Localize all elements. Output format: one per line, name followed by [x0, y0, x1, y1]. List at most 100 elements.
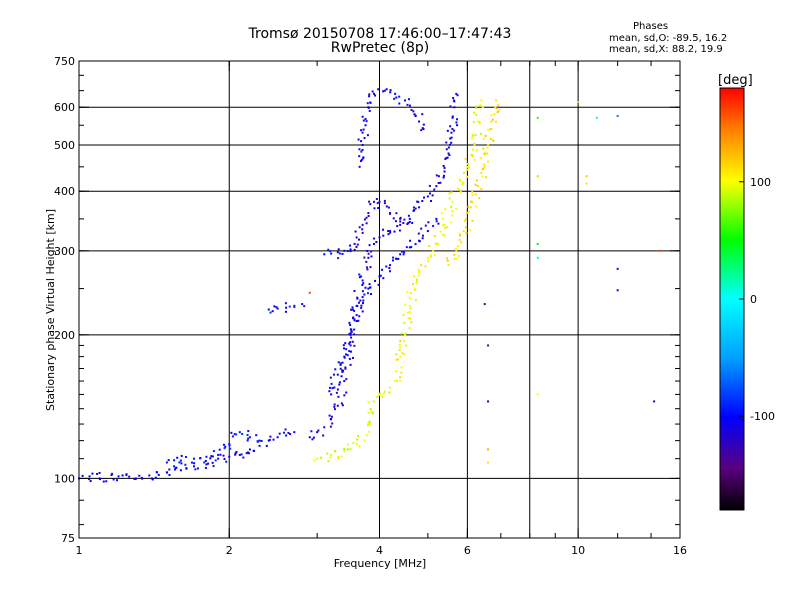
- trace-fill-mark: [403, 218, 406, 221]
- trace-fill-mark: [363, 137, 366, 140]
- trace-point-mark: [435, 217, 438, 220]
- trace-point-mark: [349, 344, 352, 347]
- trace-fill-mark: [449, 125, 452, 128]
- trace-fill-mark: [349, 332, 352, 335]
- trace-fill-mark: [371, 411, 374, 414]
- trace-point-mark: [258, 439, 261, 442]
- trace-point-mark: [285, 434, 288, 437]
- trace-point-mark: [394, 92, 397, 95]
- trace-fill-mark: [157, 473, 160, 476]
- trace-fill-mark: [482, 166, 485, 169]
- trace-fill-mark: [265, 444, 268, 447]
- trace-fill-mark: [247, 430, 250, 433]
- trace-fill-mark: [482, 147, 485, 150]
- trace-fill-mark: [133, 477, 136, 480]
- trace-fill-mark: [433, 234, 436, 237]
- trace-fill-mark: [358, 155, 361, 158]
- trace-point-mark: [418, 206, 421, 209]
- trace-fill-mark: [214, 459, 217, 462]
- trace-point: [308, 430, 315, 441]
- trace-fill-mark: [365, 120, 368, 123]
- trace-fill-mark: [408, 98, 411, 101]
- trace-point: [323, 415, 334, 429]
- scattered-point: [536, 256, 539, 259]
- trace-fill-mark: [370, 293, 373, 296]
- trace-fill-mark: [367, 421, 370, 424]
- trace-fill-mark: [474, 134, 477, 137]
- trace-fill-mark: [349, 323, 352, 326]
- trace-fill-mark: [467, 205, 470, 208]
- trace-point: [411, 274, 420, 290]
- trace-fill-mark: [389, 212, 392, 215]
- trace-fill-mark: [322, 434, 325, 437]
- trace-point: [367, 401, 374, 426]
- trace-fill-mark: [196, 467, 199, 470]
- trace-point-mark: [480, 99, 483, 102]
- trace-point: [367, 274, 382, 290]
- trace-fill-mark: [414, 207, 417, 210]
- trace-point-mark: [343, 380, 346, 383]
- trace-point-mark: [383, 390, 386, 393]
- trace-fill-mark: [333, 405, 336, 408]
- trace-fill-mark: [406, 291, 409, 294]
- trace-fill-mark: [229, 447, 232, 450]
- trace-fill-mark: [423, 196, 426, 199]
- trace-point-mark: [301, 303, 304, 306]
- trace-fill-mark: [219, 453, 222, 456]
- trace-fill-mark: [339, 367, 342, 370]
- trace-fill-mark: [490, 114, 493, 117]
- trace-fill-mark: [361, 231, 364, 234]
- trace-fill-mark: [412, 206, 415, 209]
- trace-fill-mark: [455, 207, 458, 210]
- trace-point-mark: [228, 443, 231, 446]
- trace-fill-mark: [435, 174, 438, 177]
- trace-fill-mark: [452, 96, 455, 99]
- trace-point-mark: [316, 457, 319, 460]
- trace-fill-mark: [327, 248, 330, 251]
- trace-point-mark: [455, 92, 458, 95]
- trace-fill-mark: [461, 183, 464, 186]
- trace-fill-mark: [459, 190, 462, 193]
- trace-fill-mark: [467, 166, 470, 169]
- trace-fill-mark: [340, 402, 343, 405]
- trace-fill-mark: [399, 216, 402, 219]
- trace-fill-mark: [410, 292, 413, 295]
- trace-fill-mark: [429, 255, 432, 258]
- trace-fill-mark: [497, 104, 500, 107]
- x-axis-label: Frequency [MHz]: [333, 557, 427, 570]
- trace-fill-mark: [209, 457, 212, 460]
- trace-fill-mark: [465, 232, 468, 235]
- trace-fill-mark: [212, 450, 215, 453]
- trace-fill-mark: [475, 113, 478, 116]
- trace-point-mark: [336, 251, 339, 254]
- trace-fill-mark: [456, 124, 459, 127]
- trace-point-mark: [248, 436, 251, 439]
- trace-point: [353, 282, 367, 307]
- x-tick-label: 10: [571, 544, 585, 557]
- trace-point: [354, 226, 364, 241]
- trace-point-mark: [476, 185, 479, 188]
- trace-fill-mark: [448, 153, 451, 156]
- trace-fill-mark: [333, 408, 336, 411]
- trace-fill-mark: [269, 435, 272, 438]
- scattered-point: [595, 116, 598, 119]
- trace-point: [228, 450, 238, 458]
- trace-fill-mark: [490, 120, 493, 123]
- trace-fill-mark: [397, 257, 400, 260]
- colorbar: [deg] 100 0 -100: [718, 73, 775, 511]
- trace-point: [193, 462, 210, 470]
- trace-point: [323, 248, 332, 256]
- trace-fill-mark: [395, 358, 398, 361]
- trace-point: [487, 114, 497, 131]
- trace-fill-mark: [479, 157, 482, 160]
- trace-fill-mark: [176, 456, 179, 459]
- trace-point-mark: [426, 195, 429, 198]
- trace-fill-mark: [311, 438, 314, 441]
- trace-point: [464, 148, 478, 168]
- trace-fill-mark: [173, 459, 176, 462]
- trace-fill-mark: [355, 245, 358, 248]
- trace-fill-mark: [466, 175, 469, 178]
- trace-fill-mark: [474, 193, 477, 196]
- trace-point-mark: [361, 223, 364, 226]
